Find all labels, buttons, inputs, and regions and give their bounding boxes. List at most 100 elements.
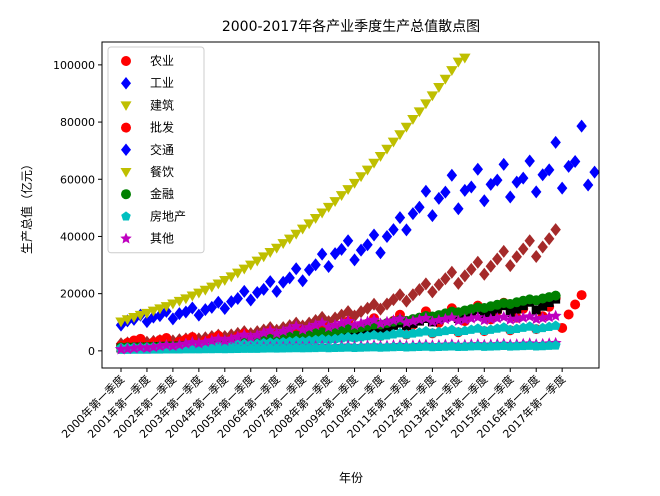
x-axis-label: 年份 (339, 471, 363, 485)
data-point (290, 262, 302, 276)
legend-marker (120, 101, 132, 111)
legend-marker (120, 168, 132, 178)
data-point (147, 306, 160, 317)
data-point (420, 277, 432, 291)
data-point (361, 165, 374, 176)
data-point (387, 314, 400, 326)
data-point (134, 341, 147, 353)
data-point (303, 263, 315, 277)
data-point (407, 341, 418, 352)
x-axis: 2000年第一季度2001年第一季度2002年第一季度2003年第一季度2004… (59, 368, 568, 441)
data-point (225, 272, 238, 283)
data-point (387, 137, 400, 148)
data-point (518, 340, 529, 351)
data-point (329, 197, 341, 208)
data-point (427, 209, 438, 223)
data-point (212, 279, 225, 290)
series-建筑 (115, 53, 471, 328)
data-point (323, 259, 334, 273)
data-point (524, 154, 535, 168)
data-point (323, 342, 334, 353)
data-point (245, 260, 257, 271)
data-point (153, 340, 166, 352)
data-point (375, 246, 386, 260)
data-point (232, 343, 243, 353)
data-point (439, 74, 452, 85)
data-point (297, 343, 308, 353)
y-tick-label: 80000 (60, 116, 95, 129)
data-point (265, 275, 276, 289)
data-point (244, 330, 257, 343)
data-point (472, 255, 484, 269)
data-point (394, 288, 406, 302)
data-point (420, 184, 432, 198)
data-point (355, 243, 367, 257)
y-tick-label: 0 (88, 345, 95, 358)
data-point (537, 240, 548, 254)
series-工业 (115, 119, 600, 332)
data-point (407, 288, 419, 302)
data-point (329, 318, 342, 331)
data-point (180, 294, 192, 305)
y-axis-label: 生产总值（亿元） (19, 158, 34, 254)
data-point (141, 308, 153, 319)
data-point (218, 334, 231, 346)
data-point (472, 162, 484, 176)
data-point (219, 302, 230, 316)
data-point (186, 291, 199, 302)
legend-marker (121, 76, 131, 90)
data-point (550, 135, 561, 149)
legend-marker (120, 232, 132, 244)
data-point (504, 313, 517, 325)
data-point (472, 340, 483, 351)
data-point (576, 290, 587, 301)
data-point (550, 290, 561, 301)
data-point (491, 312, 504, 324)
y-tick-label: 60000 (60, 173, 95, 186)
data-point (453, 276, 464, 290)
data-point (511, 175, 522, 189)
data-point (439, 312, 452, 325)
data-point (407, 115, 419, 125)
data-point (213, 295, 224, 309)
legend-label: 农业 (150, 54, 174, 68)
data-point (161, 332, 172, 343)
data-point (505, 190, 516, 204)
data-point (400, 122, 413, 133)
data-point (258, 343, 269, 353)
data-point (134, 310, 147, 321)
data-point (427, 341, 438, 352)
y-tick-label: 20000 (60, 288, 95, 301)
data-point (394, 130, 406, 141)
data-point (381, 229, 393, 243)
data-point (538, 301, 548, 311)
data-point (505, 341, 516, 351)
data-point (264, 248, 276, 258)
data-point (160, 302, 173, 312)
data-point (258, 282, 269, 296)
data-point (407, 207, 419, 221)
data-point (478, 314, 491, 326)
legend-marker (121, 122, 131, 133)
data-point (154, 304, 166, 315)
data-point (485, 259, 496, 273)
data-point (284, 342, 295, 353)
data-point (432, 314, 445, 326)
data-point (206, 300, 218, 314)
data-point (458, 313, 471, 325)
data-point (245, 343, 256, 353)
data-point (459, 341, 470, 351)
data-point (544, 298, 554, 308)
data-point (511, 341, 522, 351)
data-point (505, 308, 515, 318)
data-point (446, 265, 458, 279)
data-point (543, 310, 556, 323)
legend-marker (121, 143, 131, 157)
data-point (479, 267, 490, 281)
data-point (388, 341, 399, 352)
data-point (330, 342, 341, 353)
data-point (316, 247, 328, 261)
data-point (232, 268, 244, 279)
data-point (375, 302, 386, 316)
